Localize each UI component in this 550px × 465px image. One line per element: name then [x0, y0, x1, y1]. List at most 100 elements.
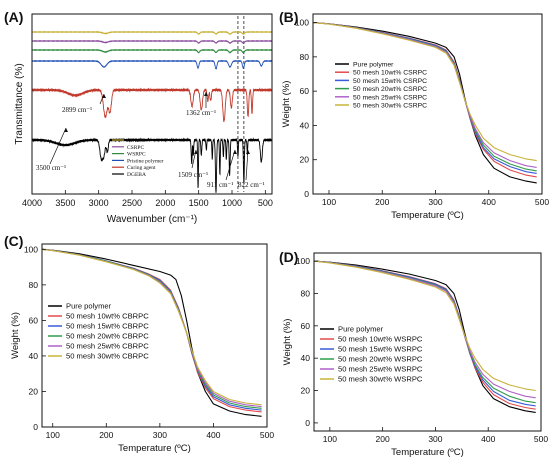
x-tick-label: 1000 [222, 198, 242, 208]
plot-frame [312, 13, 543, 195]
y-tick-label: 0 [33, 422, 38, 432]
x-tick-label: 4000 [22, 198, 42, 208]
y-tick-label: 100 [296, 256, 310, 266]
x-tick-label: 300 [428, 197, 442, 207]
x-tick-label: 300 [153, 430, 167, 440]
legend-label: 50 mesh 25wt% CBRPC [66, 342, 149, 351]
arrowhead [194, 150, 198, 154]
x-tick-label: 400 [481, 434, 495, 444]
y-tick-label: 40 [301, 353, 311, 363]
panel-label: (D) [279, 249, 298, 265]
x-tick-label: 3500 [55, 198, 75, 208]
series-line [31, 87, 273, 122]
arrowhead [233, 150, 237, 154]
series-line [31, 59, 273, 70]
arrowhead [64, 128, 68, 132]
annotation-label: 822 cm⁻¹ [238, 181, 265, 189]
tga-panel: 100 200 300 400 500 0 20 40 60 80 100 Temperature (… [282, 252, 548, 458]
annotation-label: 1509 cm⁻¹ [178, 171, 208, 179]
y-tick-label: 80 [301, 288, 311, 298]
legend-label: CSRPC [127, 145, 144, 151]
legend-label: 50 mesh 25wt% WSRPC [338, 365, 423, 374]
plot-area [42, 244, 267, 427]
x-tick-label: 200 [99, 430, 113, 440]
y-tick-label: 100 [295, 18, 309, 28]
legend-label: 50 mesh 25wt% CSRPC [353, 94, 427, 101]
y-tick-label: 20 [301, 386, 311, 396]
x-tick-label: 100 [323, 434, 337, 444]
x-axis-label: Temperature (ºC) [391, 447, 464, 458]
series-line [41, 248, 262, 406]
y-tick-label: 80 [300, 52, 310, 62]
panel-label: (C) [4, 233, 23, 249]
series-line [31, 137, 273, 193]
x-tick-label: 100 [46, 430, 60, 440]
arrowhead [246, 150, 250, 154]
legend-label: 50 mesh 20wt% CSRPC [353, 86, 427, 93]
legend-label: 50 mesh 15wt% CSRPC [353, 78, 427, 85]
x-tick-label: 500 [534, 434, 548, 444]
y-tick-label: 60 [29, 315, 39, 325]
legend-label: 50 mesh 10wt% CSRPC [353, 70, 427, 77]
legend-label: 50 mesh 20wt% CBRPC [66, 332, 149, 341]
legend-label: 50 mesh 10wt% CBRPC [66, 312, 149, 321]
legend-label: WSRPC [127, 152, 146, 158]
y-tick-label: 20 [29, 386, 39, 396]
legend-label: 50 mesh 30wt% CBRPC [66, 352, 149, 361]
x-tick-label: 200 [375, 197, 389, 207]
legend-label: 50 mesh 20wt% WSRPC [338, 355, 423, 364]
x-tick-label: 400 [206, 430, 220, 440]
x-tick-label: 500 [260, 430, 274, 440]
x-tick-label: 2500 [122, 198, 142, 208]
x-tick-label: 100 [322, 197, 336, 207]
annotation-label: 2899 cm⁻¹ [62, 106, 92, 114]
legend-label: Pristine polymer [127, 158, 164, 164]
series-line [312, 22, 537, 162]
series-line [31, 30, 273, 36]
arrowhead [102, 94, 106, 98]
arrowhead [204, 92, 208, 96]
series-line [31, 48, 273, 54]
ftir-panel: 2899 cm⁻¹ 1362 cm⁻¹ 3500 cm⁻¹ 1509 cm⁻¹ 911 … [14, 13, 273, 225]
series-line [313, 260, 536, 392]
y-tick-label: 80 [29, 280, 39, 290]
series-line [41, 248, 262, 417]
y-tick-label: 0 [305, 418, 310, 428]
tga-panel: 100 200 300 400 500 0 20 40 60 80 100 Temperature (… [281, 13, 549, 221]
x-axis-label: Temperature (ºC) [118, 443, 191, 454]
x-axis-label: Temperature (ºC) [391, 210, 464, 221]
y-axis-label: Weight (%) [282, 319, 293, 366]
legend-label: Pure polymer [338, 325, 384, 334]
y-tick-label: 40 [29, 351, 39, 361]
legend-label: 50 mesh 15wt% WSRPC [338, 345, 423, 354]
panel-label: (B) [279, 9, 298, 25]
plot-frame [313, 252, 542, 432]
x-axis-label: Wavenumber (cm⁻¹) [107, 214, 197, 225]
legend-label: Pure polymer [66, 302, 112, 311]
y-tick-label: 0 [304, 189, 309, 199]
y-axis-label: Weight (%) [281, 81, 292, 128]
panel-label: (A) [4, 9, 23, 25]
series-line [312, 22, 537, 184]
legend-label: DGEBA [127, 172, 146, 178]
x-tick-label: 200 [376, 434, 390, 444]
y-tick-label: 20 [300, 155, 310, 165]
legend-label: CBRPC [127, 138, 145, 144]
x-tick-label: 400 [482, 197, 496, 207]
y-tick-label: 60 [301, 321, 311, 331]
x-tick-label: 300 [428, 434, 442, 444]
series-line [313, 260, 536, 413]
annotation-arrow [49, 127, 67, 165]
x-tick-label: 2000 [155, 198, 175, 208]
plot-frame [41, 243, 268, 428]
legend-label: 50 mesh 30wt% WSRPC [338, 375, 423, 384]
y-tick-label: 100 [24, 244, 38, 254]
x-tick-label: 1500 [189, 198, 209, 208]
y-axis-label: Transmittance (%) [14, 63, 25, 144]
tga-panel: 100 200 300 400 500 0 20 40 60 80 100 Temperature (… [10, 243, 274, 454]
y-axis-label: Weight (%) [10, 312, 21, 359]
legend-label: 50 mesh 30wt% CSRPC [353, 103, 427, 110]
annotation-label: 3500 cm⁻¹ [36, 164, 66, 172]
annotation-label: 911 cm⁻¹ [207, 181, 233, 189]
annotation-arrow [225, 149, 236, 181]
